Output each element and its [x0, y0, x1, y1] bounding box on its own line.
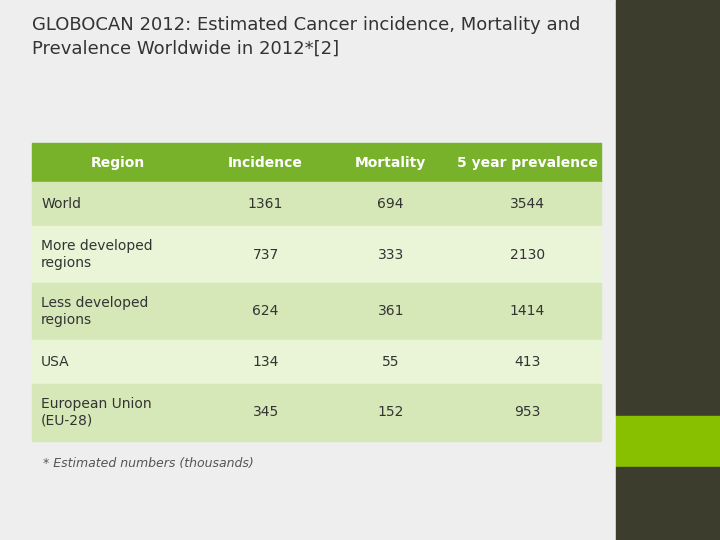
Text: 624: 624 — [253, 305, 279, 318]
Text: 333: 333 — [377, 248, 404, 261]
Text: 1361: 1361 — [248, 197, 283, 211]
Text: 953: 953 — [514, 406, 541, 419]
Text: 152: 152 — [377, 406, 404, 419]
Text: European Union
(EU-28): European Union (EU-28) — [41, 397, 152, 428]
Text: 5 year prevalence: 5 year prevalence — [456, 156, 598, 170]
Bar — [32, 182, 601, 226]
Text: 737: 737 — [253, 248, 279, 261]
Text: GLOBOCAN 2012: Estimated Cancer incidence, Mortality and
Prevalence Worldwide in: GLOBOCAN 2012: Estimated Cancer incidenc… — [32, 16, 581, 58]
Text: 413: 413 — [514, 355, 541, 369]
Bar — [616, 0, 720, 416]
Bar — [32, 283, 601, 340]
Text: 694: 694 — [377, 197, 404, 211]
Text: More developed
regions: More developed regions — [41, 239, 153, 270]
Text: 3544: 3544 — [510, 197, 545, 211]
Text: 55: 55 — [382, 355, 400, 369]
Bar — [32, 340, 601, 384]
Text: Region: Region — [91, 156, 145, 170]
Text: 1414: 1414 — [510, 305, 545, 318]
Text: * Estimated numbers (thousands): * Estimated numbers (thousands) — [43, 457, 254, 470]
Bar — [616, 416, 720, 467]
Text: 134: 134 — [253, 355, 279, 369]
Text: USA: USA — [41, 355, 70, 369]
Bar — [616, 467, 720, 540]
Text: 345: 345 — [253, 406, 279, 419]
Bar — [32, 226, 601, 283]
Text: 2130: 2130 — [510, 248, 545, 261]
Text: 361: 361 — [377, 305, 404, 318]
Bar — [32, 143, 601, 182]
Text: Mortality: Mortality — [355, 156, 426, 170]
Text: World: World — [41, 197, 81, 211]
Text: Less developed
regions: Less developed regions — [41, 296, 148, 327]
Text: Incidence: Incidence — [228, 156, 303, 170]
Bar — [32, 384, 601, 441]
